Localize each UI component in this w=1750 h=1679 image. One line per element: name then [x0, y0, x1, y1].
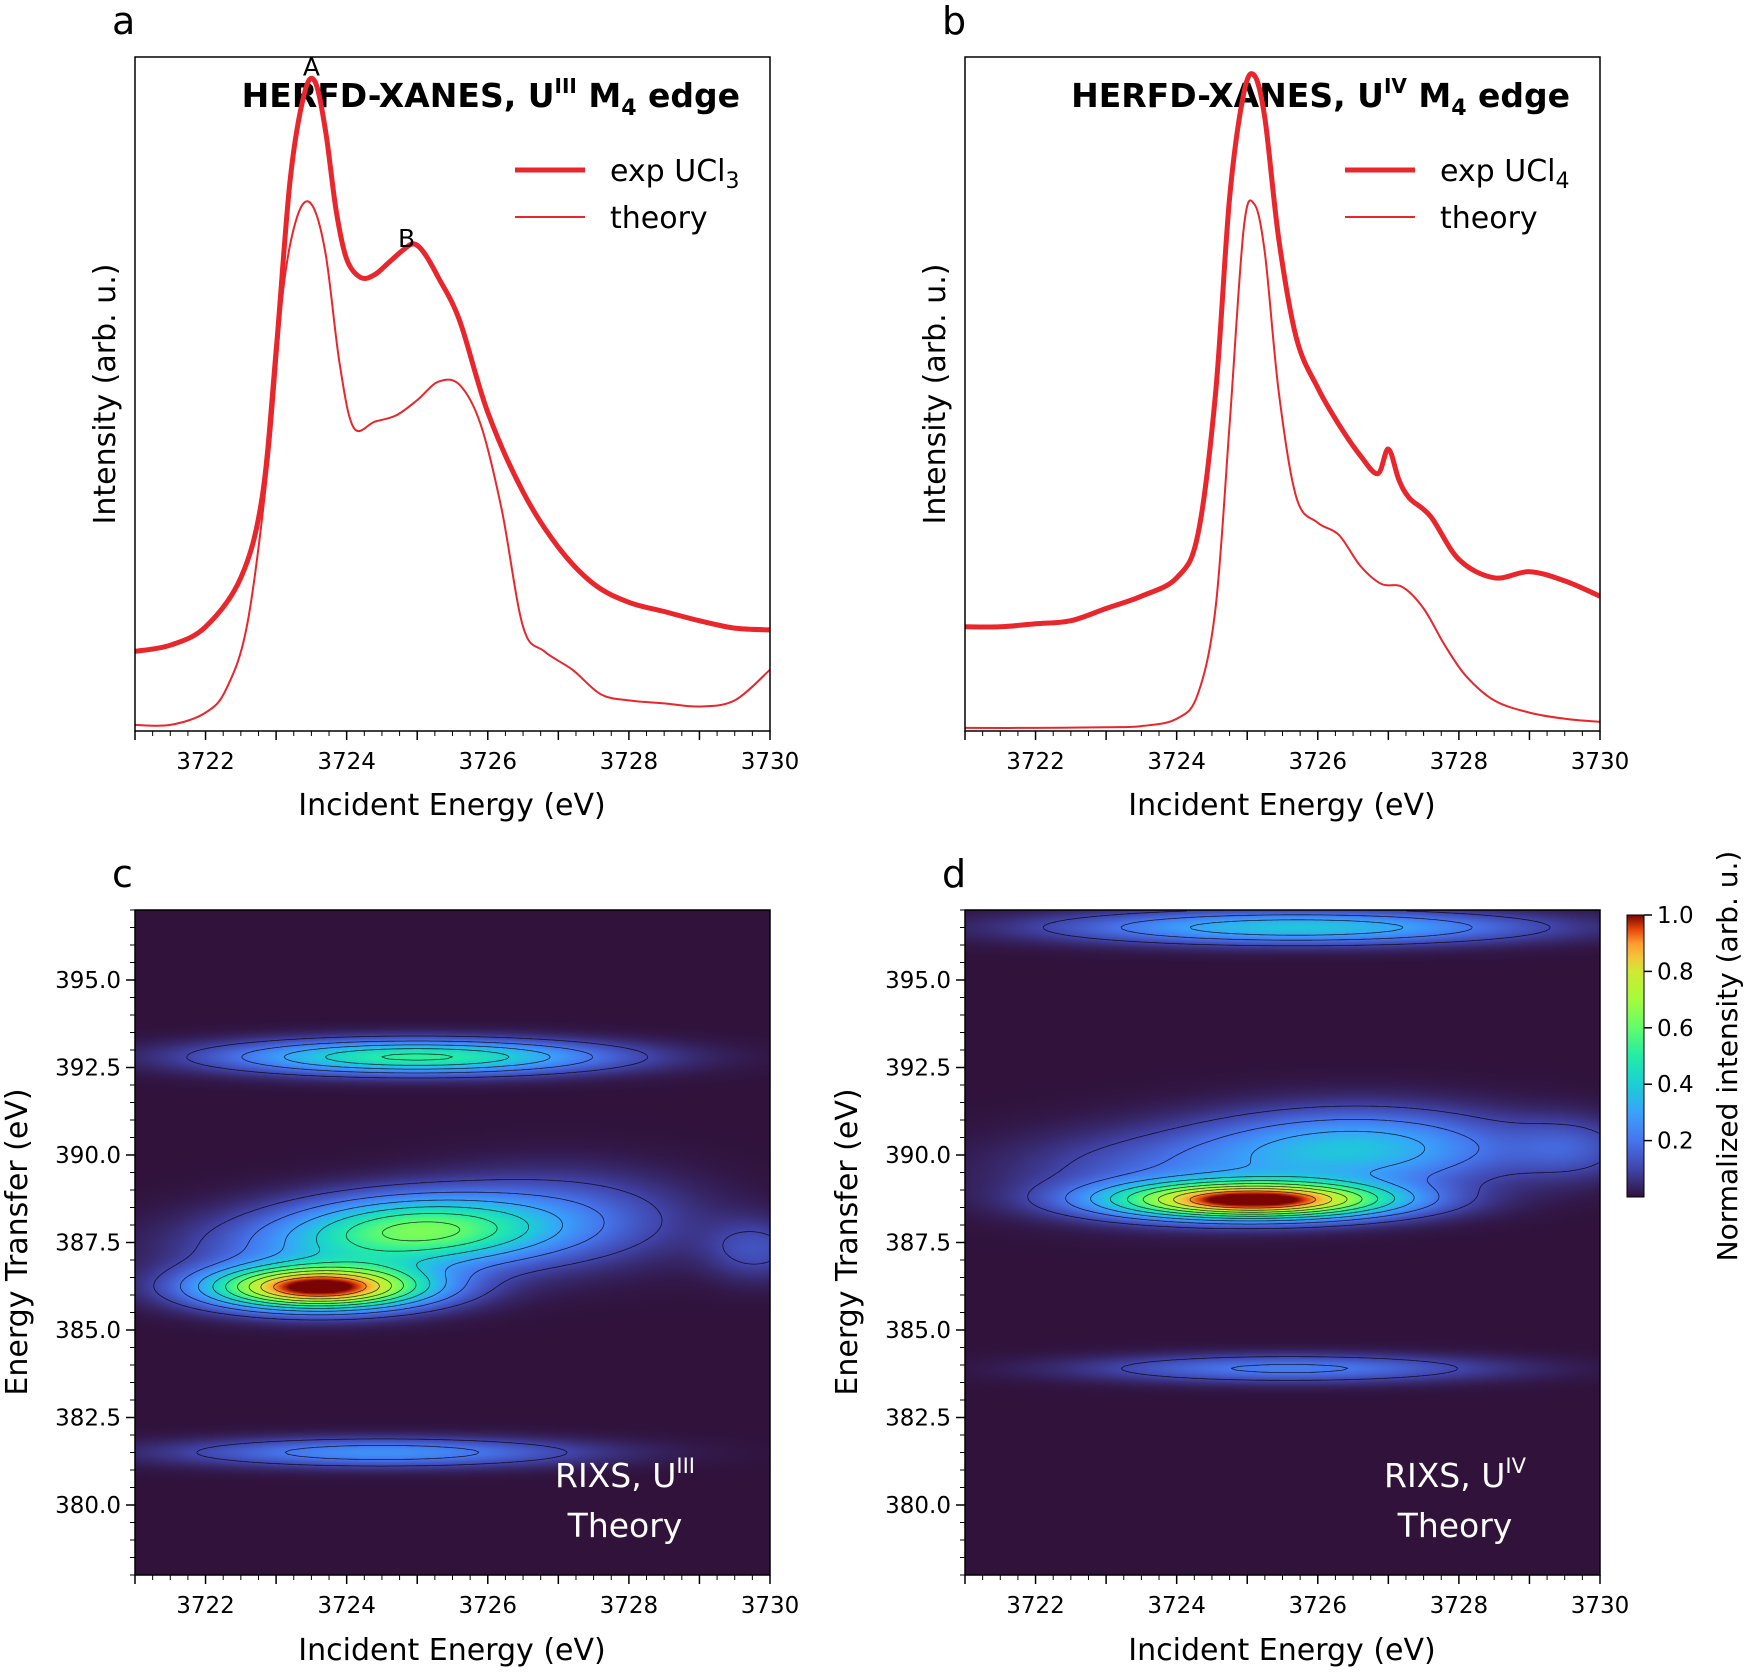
panel-a-title: HERFD-XANES, UIII M4 edge [242, 74, 740, 121]
contour-line [237, 1221, 461, 1304]
panel-c: c RIXS, UIII Theory 3722 3724 3726 3728 3730… [0, 852, 799, 1668]
y-tick-label: 382.5 [55, 1406, 121, 1432]
legend-label-theory: theory [1440, 201, 1538, 236]
y-tick-label: 380.0 [55, 1493, 121, 1519]
peak-label-b: B [398, 224, 415, 253]
peak-label-a: A [303, 52, 320, 81]
contour-line [1109, 1176, 1396, 1219]
x-tick-label: 3730 [741, 1593, 800, 1619]
contours-c [153, 1035, 770, 1467]
colorbar-label: Normalized intensity (arb. u.) [1711, 851, 1744, 1262]
x-tick-label: 3726 [459, 749, 518, 775]
y-tick-label: 390.0 [55, 1143, 121, 1169]
x-tick-label: 3730 [1571, 749, 1630, 775]
panel-b-legend: exp UCl4 theory [1345, 154, 1570, 236]
contour-line [153, 1035, 770, 1467]
panel-a-ylabel: Intensity (arb. u.) [88, 264, 123, 525]
series-line-thick [965, 71, 1600, 630]
legend-label-theory: theory [610, 201, 708, 236]
x-tick-label: 3730 [1571, 1593, 1630, 1619]
x-tick-label: 3728 [1430, 749, 1489, 775]
contour-line [248, 1270, 392, 1302]
y-tick-label: 380.0 [885, 1493, 951, 1519]
x-tick-label: 3722 [1006, 749, 1065, 775]
y-tick-label: 385.0 [55, 1318, 121, 1344]
panel-d-xlabel: Incident Energy (eV) [1128, 1633, 1435, 1668]
panel-c-overlay-line-2: Theory [567, 1506, 683, 1545]
y-tick-label: 392.5 [55, 1056, 121, 1082]
x-tick-label: 3722 [176, 749, 235, 775]
colorbar-tick-label: 0.6 [1657, 1016, 1694, 1042]
x-tick-label: 3728 [1430, 1593, 1489, 1619]
contour-line [260, 1273, 380, 1300]
y-tick-label: 395.0 [885, 968, 951, 994]
contour-line [273, 1276, 367, 1297]
series-line-thin [965, 199, 1600, 729]
colorbar-tick-label: 0.4 [1657, 1072, 1694, 1098]
contour-line [1127, 1180, 1379, 1217]
y-tick-label: 387.5 [55, 1231, 121, 1257]
contour-line [225, 1053, 498, 1307]
legend-label-exp: exp UCl3 [610, 154, 740, 194]
contour-line [1189, 1190, 1316, 1209]
panel-d-ylabel: Energy Transfer (eV) [830, 1088, 865, 1395]
x-tick-label: 3724 [1147, 749, 1206, 775]
panel-c-ylabel: Energy Transfer (eV) [0, 1088, 35, 1395]
contour-line [179, 1040, 605, 1460]
y-tick-label: 392.5 [885, 1056, 951, 1082]
panel-b-xlabel: Incident Energy (eV) [1128, 788, 1435, 823]
panel-b-label: b [942, 0, 966, 43]
x-tick-label: 3728 [600, 749, 659, 775]
panel-c-xlabel: Incident Energy (eV) [298, 1633, 605, 1668]
contour-line [1157, 1185, 1348, 1213]
colorbar-gradient [1626, 914, 1645, 1198]
x-tick-label: 3724 [317, 749, 376, 775]
x-tick-label: 3726 [1289, 749, 1348, 775]
x-tick-label: 3722 [176, 1593, 235, 1619]
y-tick-label: 385.0 [885, 1318, 951, 1344]
colorbar: 0.2 0.4 0.6 0.8 1.0 Normalized intensity (ar… [1626, 851, 1744, 1262]
panel-d-overlay-line-1: RIXS, UIV [1384, 1454, 1527, 1495]
panel-c-label: c [112, 852, 133, 896]
colorbar-tick-label: 0.2 [1657, 1129, 1694, 1155]
contour-line [197, 1044, 563, 1312]
y-tick-label: 390.0 [885, 1143, 951, 1169]
panel-c-overlay-line-1: RIXS, UIII [555, 1454, 695, 1495]
panel-b: b HERFD-XANES, UIV M4 edge exp UCl4 theo… [918, 0, 1629, 823]
panel-a-xlabel: Incident Energy (eV) [298, 788, 605, 823]
heatmap-d [965, 910, 1600, 1575]
y-tick-label: 387.5 [885, 1231, 951, 1257]
series-line-thin [135, 200, 770, 727]
x-tick-label: 3726 [459, 1593, 518, 1619]
panel-d: d RIXS, UIV Theory 3722 3724 3726 3728 3730 … [830, 852, 1629, 1668]
y-tick-label: 382.5 [885, 1406, 951, 1432]
contour-line [1065, 914, 1480, 1373]
panel-d-label: d [942, 852, 966, 896]
x-tick-label: 3726 [1289, 1593, 1348, 1619]
contour-line [1142, 1183, 1363, 1215]
colorbar-tick-label: 0.8 [1657, 959, 1694, 985]
legend-label-exp: exp UCl4 [1440, 154, 1570, 194]
contour-line [1027, 910, 1600, 1381]
heatmap-c [135, 910, 770, 1575]
panel-a-legend: exp UCl3 theory [515, 154, 740, 236]
panel-a: a HERFD-XANES, UIII M4 edge exp UCl3 the… [88, 0, 799, 823]
x-tick-label: 3728 [600, 1593, 659, 1619]
x-tick-label: 3722 [1006, 1593, 1065, 1619]
colorbar-tick-label: 1.0 [1657, 903, 1694, 929]
y-tick-label: 395.0 [55, 968, 121, 994]
series-line-thick [135, 75, 770, 654]
panel-d-overlay-line-2: Theory [1397, 1506, 1513, 1545]
panel-b-ylabel: Intensity (arb. u.) [918, 264, 953, 525]
panel-a-label: a [112, 0, 135, 43]
x-tick-label: 3730 [741, 749, 800, 775]
contours-d [1027, 910, 1600, 1381]
contour-line [1173, 1188, 1333, 1211]
x-tick-label: 3724 [1147, 1593, 1206, 1619]
contour-line [1090, 919, 1426, 1222]
contour-line [212, 1048, 530, 1309]
x-tick-label: 3724 [317, 1593, 376, 1619]
panel-b-title: HERFD-XANES, UIV M4 edge [1071, 74, 1570, 121]
